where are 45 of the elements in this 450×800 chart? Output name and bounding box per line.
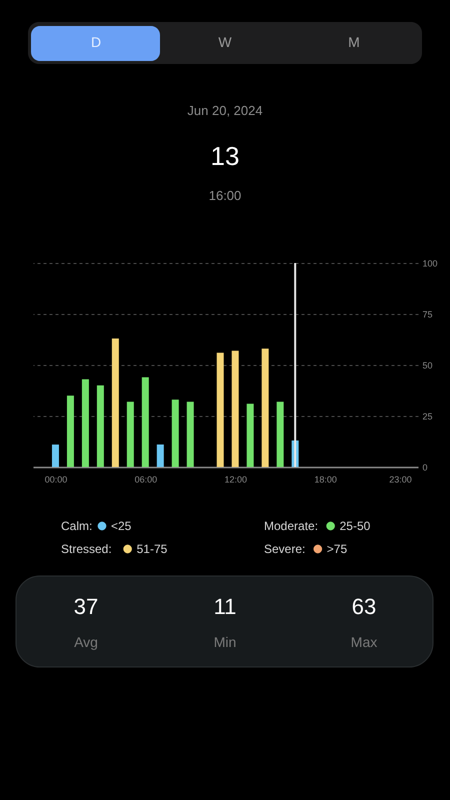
text: Avg (74, 634, 98, 650)
bar (52, 444, 59, 467)
bar (66, 396, 74, 467)
bar (82, 379, 89, 467)
bar (216, 352, 224, 467)
bar (96, 385, 104, 467)
bar (112, 338, 119, 467)
x-tick-label: 00:00 (44, 474, 68, 484)
legend-label: Stressed: (61, 542, 112, 556)
legend-label: Calm: (61, 519, 92, 533)
chart-title: Jun 20, 2024 (187, 103, 263, 118)
text: 37 (74, 594, 98, 619)
bar (262, 348, 269, 467)
text: 51-75 (136, 542, 168, 556)
bar (142, 377, 149, 467)
text: 11 (214, 594, 236, 619)
text: 13 (210, 141, 240, 171)
legend-label: Severe: (264, 542, 306, 556)
text: 25-50 (340, 519, 371, 533)
text: >75 (326, 542, 348, 556)
text: D (90, 34, 102, 50)
text: <25 (111, 519, 132, 533)
text: Min (214, 634, 236, 650)
bar (156, 444, 164, 467)
bar (276, 402, 284, 467)
x-tick-label: 12:00 (224, 474, 248, 484)
x-tick-label: 18:00 (314, 474, 337, 484)
bar (186, 402, 194, 467)
legend-label: Moderate: (264, 519, 318, 533)
y-tick-label: 75 (422, 310, 433, 320)
text: 63 (352, 594, 376, 619)
y-tick-label: 25 (422, 412, 433, 422)
bar (232, 350, 239, 467)
text: W (218, 34, 232, 50)
x-tick-label: 23:00 (389, 474, 412, 484)
bar (246, 404, 254, 467)
text: M (348, 34, 360, 50)
y-tick-label: 100 (422, 258, 438, 268)
y-tick-label: 0 (422, 462, 428, 472)
y-tick-label: 50 (422, 360, 433, 370)
text: Max (350, 634, 378, 650)
text: 16:00 (208, 188, 242, 203)
x-tick-label: 06:00 (134, 474, 158, 484)
bar (172, 400, 179, 467)
bar (126, 402, 134, 467)
